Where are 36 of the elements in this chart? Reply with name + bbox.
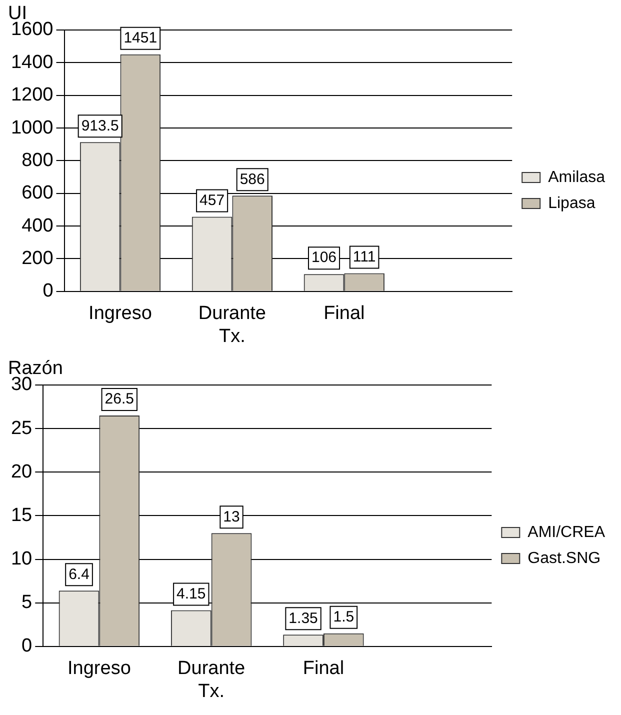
data-label: 1.5 [333, 608, 354, 626]
legend-label: Gast.SNG [528, 550, 601, 567]
y-tick-label: 5 [22, 592, 32, 614]
data-label: 1.35 [288, 610, 318, 627]
y-tick-label: 600 [22, 182, 54, 204]
data-label: 26.5 [104, 390, 134, 408]
y-tick-label: 20 [10, 461, 32, 482]
y-tick-label: 15 [10, 504, 32, 526]
data-label: 6.4 [68, 566, 90, 583]
data-label: 111 [352, 248, 376, 266]
y-tick-label: 200 [22, 248, 54, 269]
legend-label: Amilasa [548, 168, 606, 186]
x-tick-label: Durante Tx. [178, 658, 246, 702]
data-label: 457 [200, 192, 225, 209]
y-tick-label: 10 [10, 548, 32, 570]
y-tick-label: 0 [22, 636, 32, 657]
data-label: 586 [240, 170, 265, 188]
x-tick-label: Durante Tx. [198, 303, 266, 347]
y-tick-label: 400 [22, 215, 54, 236]
data-label: 106 [311, 249, 337, 266]
x-tick-label: Final [302, 658, 344, 680]
y-tick-label: 1400 [10, 52, 54, 73]
y-tick-label: 1000 [10, 117, 54, 138]
data-label: 1451 [124, 29, 158, 46]
legend-label: Lipasa [548, 194, 596, 212]
legend-label: AMI/CREA [528, 524, 606, 541]
x-tick-label: Ingreso [68, 658, 131, 680]
x-tick-label: Ingreso [88, 303, 152, 324]
y-tick-label: 0 [42, 280, 54, 302]
y-tick-label: 1200 [10, 84, 54, 106]
data-label: 4.15 [176, 585, 206, 602]
data-label: 913.5 [81, 117, 119, 134]
y-tick-label: 25 [10, 418, 32, 439]
y-tick-label: 800 [22, 150, 54, 171]
data-label: 13 [223, 508, 240, 526]
x-tick-label: Final [324, 303, 365, 324]
